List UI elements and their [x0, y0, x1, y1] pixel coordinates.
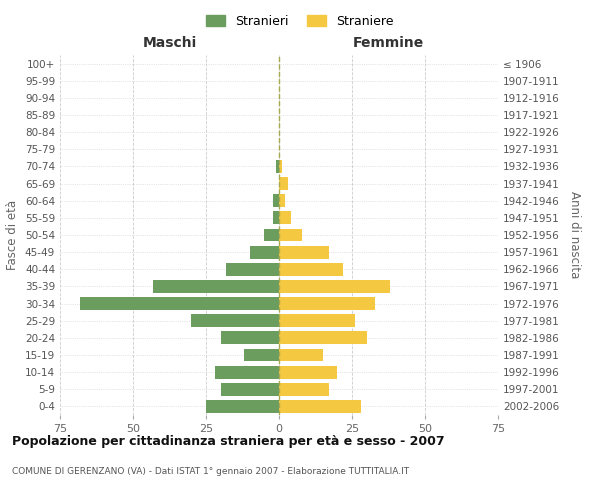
Bar [279, 348, 323, 362]
Y-axis label: Anni di nascita: Anni di nascita [568, 192, 581, 278]
Bar [191, 314, 279, 327]
Bar [279, 314, 355, 327]
Bar [279, 212, 290, 224]
Legend: Stranieri, Straniere: Stranieri, Straniere [203, 11, 397, 32]
Bar [206, 400, 279, 413]
Text: COMUNE DI GERENZANO (VA) - Dati ISTAT 1° gennaio 2007 - Elaborazione TUTTITALIA.: COMUNE DI GERENZANO (VA) - Dati ISTAT 1°… [12, 468, 409, 476]
Bar [279, 400, 361, 413]
Bar [250, 246, 279, 258]
Bar [279, 246, 329, 258]
Bar [273, 194, 279, 207]
Bar [279, 332, 367, 344]
Bar [279, 263, 343, 276]
Bar [80, 297, 279, 310]
Bar [265, 228, 279, 241]
Bar [273, 212, 279, 224]
Text: Popolazione per cittadinanza straniera per età e sesso - 2007: Popolazione per cittadinanza straniera p… [12, 435, 445, 448]
Bar [221, 332, 279, 344]
Bar [279, 228, 302, 241]
Bar [154, 280, 279, 293]
Text: Femmine: Femmine [353, 36, 424, 50]
Y-axis label: Fasce di età: Fasce di età [7, 200, 19, 270]
Bar [279, 280, 390, 293]
Bar [215, 366, 279, 378]
Bar [279, 177, 288, 190]
Text: Maschi: Maschi [142, 36, 197, 50]
Bar [279, 194, 285, 207]
Bar [244, 348, 279, 362]
Bar [279, 297, 376, 310]
Bar [279, 383, 329, 396]
Bar [221, 383, 279, 396]
Bar [279, 366, 337, 378]
Bar [279, 160, 282, 173]
Bar [226, 263, 279, 276]
Bar [276, 160, 279, 173]
